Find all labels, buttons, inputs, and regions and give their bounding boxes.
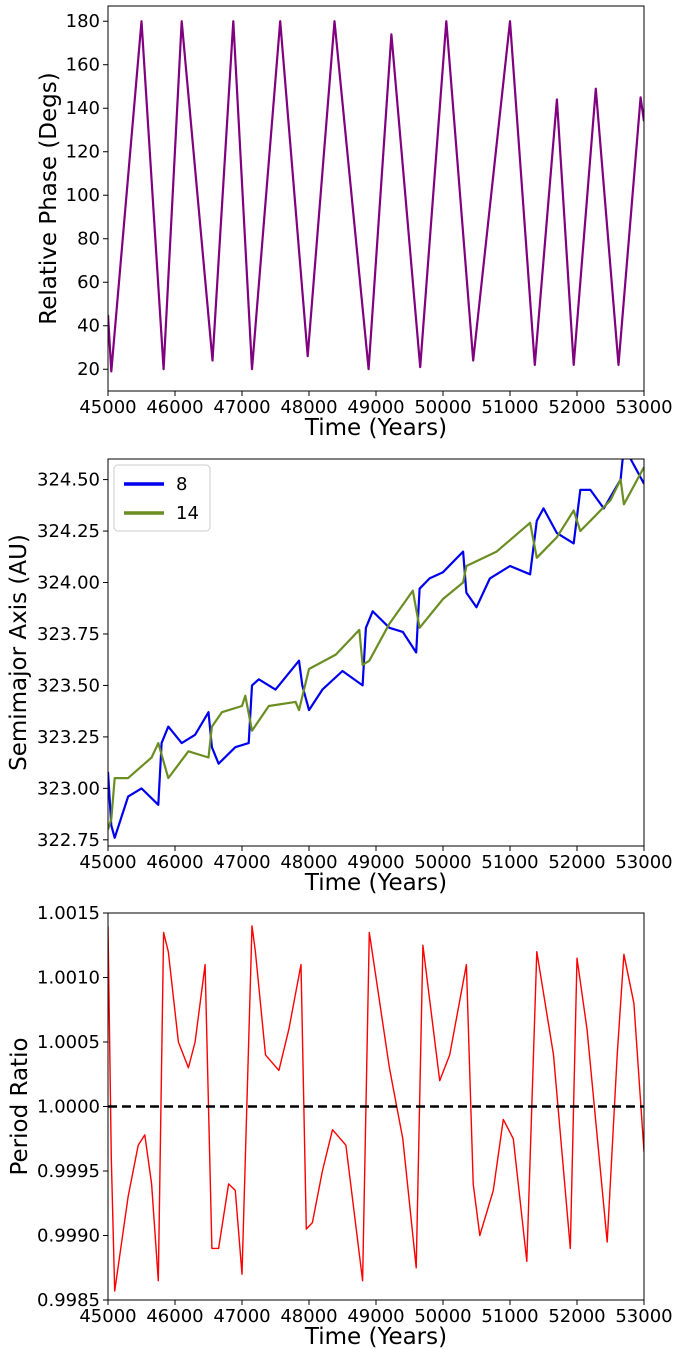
x-tick-label: 45000 — [79, 1306, 136, 1327]
x-tick-label: 51000 — [481, 852, 538, 873]
x-tick-label: 46000 — [146, 397, 203, 418]
chart-semimajor: 45000 46000 47000 48000 49000 50000 51000 52000… — [6, 458, 673, 896]
x-tick-label: 51000 — [481, 397, 538, 418]
y-tick-label: 80 — [77, 229, 100, 250]
chart-period: 45000 46000 47000 48000 49000 50000 51000 52000… — [7, 903, 673, 1349]
legend-label: 14 — [176, 503, 199, 524]
y-tick-label: 322.75 — [37, 830, 100, 851]
y-tick-label: 1.0015 — [37, 903, 100, 924]
x-tick-label: 47000 — [213, 1306, 270, 1327]
y-tick-label: 0.9985 — [37, 1290, 100, 1311]
x-tick-label: 46000 — [146, 1306, 203, 1327]
x-tick-label: 52000 — [548, 1306, 605, 1327]
y-tick-label: 324.50 — [37, 470, 100, 491]
y-tick-label: 323.50 — [37, 675, 100, 696]
y-tick-label: 40 — [77, 316, 100, 337]
y-tick-label: 20 — [77, 359, 100, 380]
y-tick-label: 0.9990 — [37, 1226, 100, 1247]
y-tick-label: 1.0000 — [37, 1097, 100, 1118]
y-tick-label: 140 — [66, 98, 100, 119]
x-axis-label: Time (Years) — [304, 870, 447, 896]
x-tick-label: 53000 — [615, 1306, 672, 1327]
x-tick-label: 49000 — [347, 1306, 404, 1327]
y-tick-label: 323.25 — [37, 727, 100, 748]
x-axis-label: Time (Years) — [304, 1324, 447, 1349]
y-tick-label: 1.0005 — [37, 1032, 100, 1053]
series-line-14 — [108, 466, 644, 830]
y-tick-label: 100 — [66, 185, 100, 206]
y-tick-label: 60 — [77, 272, 100, 293]
x-tick-label: 53000 — [615, 397, 672, 418]
y-tick-label: 120 — [66, 142, 100, 163]
y-axis-label: Relative Phase (Degs) — [36, 72, 62, 324]
series-line-1 — [108, 925, 644, 1292]
legend: 814 — [113, 464, 211, 532]
y-tick-label: 0.9995 — [37, 1161, 100, 1182]
y-tick-label: 324.25 — [37, 521, 100, 542]
y-tick-label: 180 — [66, 11, 100, 32]
chart-phase: 45000 46000 47000 48000 49000 50000 51000 52000… — [36, 5, 673, 441]
y-tick-label: 323.00 — [37, 778, 100, 799]
series-line-1 — [108, 20, 644, 373]
y-axis-label: Semimajor Axis (AU) — [6, 534, 32, 771]
x-tick-label: 53000 — [615, 852, 672, 873]
y-tick-label: 160 — [66, 55, 100, 76]
x-tick-label: 50000 — [414, 852, 471, 873]
x-tick-label: 45000 — [79, 852, 136, 873]
x-tick-label: 49000 — [347, 852, 404, 873]
x-tick-label: 50000 — [414, 1306, 471, 1327]
series-line-8 — [108, 459, 644, 839]
x-tick-label: 47000 — [213, 397, 270, 418]
x-tick-label: 46000 — [146, 852, 203, 873]
x-tick-label: 52000 — [548, 852, 605, 873]
y-tick-label: 323.75 — [37, 624, 100, 645]
y-tick-label: 324.00 — [37, 573, 100, 594]
x-tick-label: 47000 — [213, 852, 270, 873]
x-tick-label: 49000 — [347, 397, 404, 418]
x-tick-label: 48000 — [280, 852, 337, 873]
x-axis-label: Time (Years) — [304, 415, 447, 441]
y-tick-label: 1.0010 — [37, 968, 100, 989]
y-axis-label: Period Ratio — [7, 1037, 33, 1175]
x-tick-label: 52000 — [548, 397, 605, 418]
x-tick-label: 51000 — [481, 1306, 538, 1327]
x-tick-label: 45000 — [79, 397, 136, 418]
x-tick-label: 48000 — [280, 397, 337, 418]
x-tick-label: 48000 — [280, 1306, 337, 1327]
x-tick-label: 50000 — [414, 397, 471, 418]
legend-label: 8 — [176, 474, 187, 495]
